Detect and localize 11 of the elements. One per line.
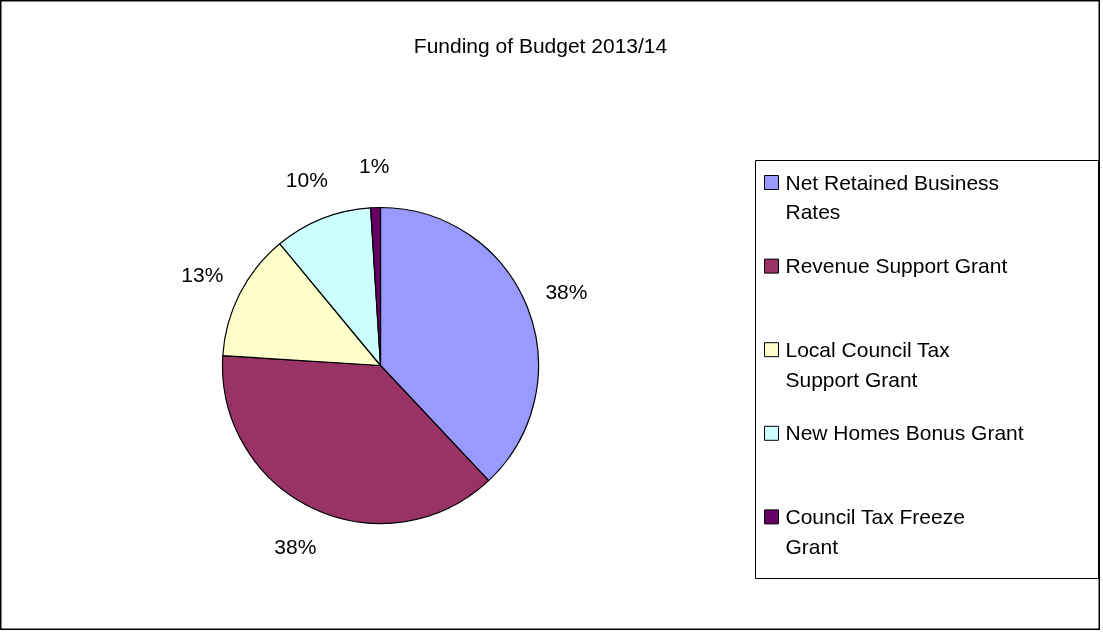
legend-label: Council Tax Freeze Grant bbox=[785, 504, 965, 558]
legend-label: New Homes Bonus Grant bbox=[785, 421, 1024, 445]
legend-label: Revenue Support Grant bbox=[785, 254, 1008, 278]
data-label: 38% bbox=[545, 280, 588, 304]
chart-title: Funding of Budget 2013/14 bbox=[413, 34, 668, 57]
data-label: 38% bbox=[274, 534, 317, 558]
legend-label: Net Retained Business Rates bbox=[785, 170, 1000, 224]
data-label: 13% bbox=[181, 263, 224, 287]
data-label: 10% bbox=[285, 168, 328, 192]
data-label: 1% bbox=[359, 154, 390, 178]
legend-label: Local Council Tax Support Grant bbox=[785, 337, 951, 391]
